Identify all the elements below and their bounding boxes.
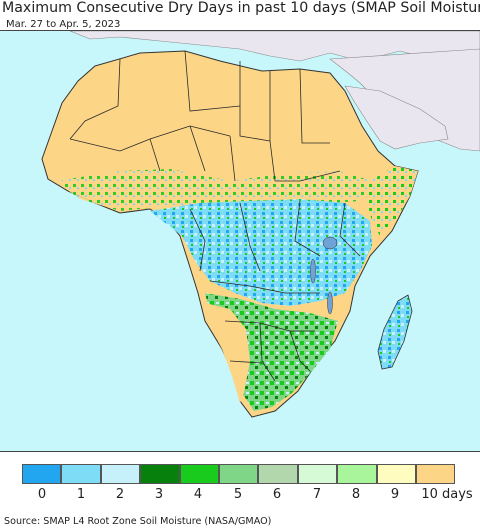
madagascar <box>377 294 413 370</box>
legend-label-2: 2 <box>115 487 125 502</box>
legend-label-0: 0 <box>37 487 47 502</box>
legend-swatch-8 <box>337 464 377 484</box>
legend-swatch-7 <box>297 464 338 484</box>
map-subtitle: Mar. 27 to Apr. 5, 2023 <box>6 19 121 30</box>
africa-map <box>0 31 480 451</box>
legend-tick-labels: 0 1 2 3 4 5 6 7 8 9 10 days <box>0 487 480 505</box>
legend-label-3: 3 <box>154 487 164 502</box>
legend-swatch-3 <box>140 464 180 484</box>
map-title: Maximum Consecutive Dry Days in past 10 … <box>2 0 480 16</box>
legend-label-10: 10 days <box>421 487 473 502</box>
arabian-peninsula <box>344 85 449 150</box>
lake-malawi <box>327 291 333 315</box>
lake-tanganyika <box>310 258 316 284</box>
legend-label-4: 4 <box>193 487 203 502</box>
legend-swatch-6 <box>258 464 298 484</box>
legend-swatch-2 <box>100 464 141 484</box>
central-africa-wet-zone <box>150 199 372 306</box>
namib-dry-zone <box>205 303 250 403</box>
legend-label-7: 7 <box>312 487 322 502</box>
legend-swatch-10 <box>415 464 456 484</box>
legend-swatch-9 <box>376 464 416 484</box>
legend-label-8: 8 <box>351 487 361 502</box>
legend-swatch-0 <box>22 464 62 484</box>
country-borders <box>69 50 361 382</box>
legend-label-1: 1 <box>76 487 86 502</box>
legend-colorbar <box>22 464 456 484</box>
legend-label-9: 9 <box>390 487 400 502</box>
legend-swatch-1 <box>61 464 101 484</box>
legend-swatch-5 <box>218 464 259 484</box>
horn-of-africa <box>366 166 418 236</box>
legend-label-6: 6 <box>272 487 282 502</box>
lake-victoria <box>322 236 338 250</box>
source-credit: Source: SMAP L4 Root Zone Soil Moisture … <box>4 516 272 527</box>
map-panel <box>0 30 480 452</box>
legend-label-5: 5 <box>233 487 243 502</box>
legend-swatch-4 <box>179 464 219 484</box>
